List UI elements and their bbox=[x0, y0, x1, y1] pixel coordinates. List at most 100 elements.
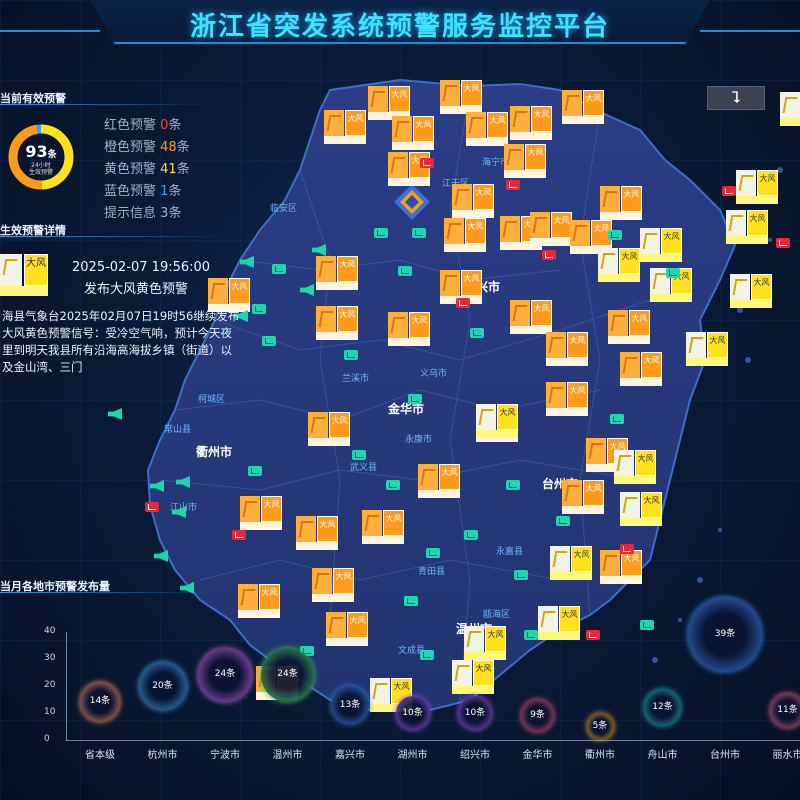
bubble-舟山市[interactable]: 12条 bbox=[644, 689, 681, 726]
bubble-湖州市[interactable]: 10条 bbox=[395, 696, 430, 730]
orange-warning-marker[interactable]: 大风 bbox=[452, 184, 494, 218]
yellow-warning-marker[interactable]: 大风 bbox=[780, 92, 800, 126]
red-alert-marker[interactable] bbox=[586, 630, 600, 640]
red-alert-marker[interactable] bbox=[456, 298, 470, 308]
green-alert-marker[interactable] bbox=[248, 466, 262, 476]
bubble-金华市[interactable]: 9条 bbox=[521, 699, 554, 732]
green-alert-marker[interactable] bbox=[344, 350, 358, 360]
orange-warning-marker[interactable]: 大风 bbox=[316, 256, 358, 290]
red-alert-marker[interactable] bbox=[506, 180, 520, 190]
y-tick-label: 0 bbox=[44, 734, 50, 744]
green-alert-marker[interactable] bbox=[470, 328, 484, 338]
orange-warning-marker[interactable]: 大风 bbox=[562, 90, 604, 124]
orange-warning-marker[interactable]: 大风 bbox=[208, 278, 250, 312]
orange-warning-marker[interactable]: 大风 bbox=[392, 116, 434, 150]
green-alert-marker[interactable] bbox=[300, 646, 314, 656]
orange-warning-marker[interactable]: 大风 bbox=[238, 584, 280, 618]
yellow-warning-marker[interactable]: 大风 bbox=[736, 170, 778, 204]
bubble-省本级[interactable]: 14条 bbox=[80, 682, 120, 722]
red-alert-marker[interactable] bbox=[620, 544, 634, 554]
red-alert-marker[interactable] bbox=[722, 186, 736, 196]
green-alert-marker[interactable] bbox=[506, 480, 520, 490]
green-alert-marker[interactable] bbox=[374, 228, 388, 238]
bubble-绍兴市[interactable]: 10条 bbox=[458, 696, 492, 730]
green-alert-marker[interactable] bbox=[272, 264, 286, 274]
orange-warning-marker[interactable]: 大风 bbox=[312, 568, 354, 602]
orange-warning-marker[interactable]: 大风 bbox=[240, 496, 282, 530]
orange-warning-marker[interactable]: 大风 bbox=[600, 550, 642, 584]
orange-warning-marker[interactable]: 大风 bbox=[510, 300, 552, 334]
yellow-warning-marker[interactable]: 大风 bbox=[640, 228, 682, 262]
green-alert-marker[interactable] bbox=[404, 596, 418, 606]
orange-warning-marker[interactable]: 大风 bbox=[466, 112, 508, 146]
green-alert-marker[interactable] bbox=[386, 480, 400, 490]
orange-warning-marker[interactable]: 大风 bbox=[296, 516, 338, 550]
orange-warning-marker[interactable]: 大风 bbox=[368, 86, 410, 120]
bubble-衢州市[interactable]: 5条 bbox=[586, 713, 614, 740]
orange-warning-marker[interactable]: 大风 bbox=[608, 310, 650, 344]
red-alert-marker[interactable] bbox=[420, 158, 434, 168]
green-alert-marker[interactable] bbox=[464, 530, 478, 540]
green-alert-marker[interactable] bbox=[262, 336, 276, 346]
bubble-温州市[interactable]: 24条 bbox=[260, 648, 315, 702]
orange-warning-marker[interactable]: 大风 bbox=[440, 80, 482, 114]
yellow-warning-marker[interactable]: 大风 bbox=[452, 660, 494, 694]
green-alert-marker[interactable] bbox=[420, 650, 434, 660]
red-alert-marker[interactable] bbox=[542, 250, 556, 260]
yellow-warning-marker[interactable]: 大风 bbox=[538, 606, 580, 640]
zhejiang-map[interactable]: 临安区 海宁市 江干区 兰溪市 义乌市 永康市 武义县 常山县 柯城区 江山市 … bbox=[0, 60, 800, 760]
green-alert-marker[interactable] bbox=[426, 548, 440, 558]
green-alert-marker[interactable] bbox=[408, 394, 422, 404]
orange-warning-marker[interactable]: 大风 bbox=[546, 332, 588, 366]
green-alert-marker[interactable] bbox=[412, 228, 426, 238]
green-alert-marker[interactable] bbox=[524, 630, 538, 640]
green-alert-marker[interactable] bbox=[352, 450, 366, 460]
yellow-warning-marker[interactable]: 大风 bbox=[598, 248, 640, 282]
wind-warning-icon[interactable]: 大风 bbox=[0, 254, 48, 296]
provincial-logo-icon[interactable] bbox=[392, 182, 432, 222]
orange-warning-marker[interactable]: 大风 bbox=[316, 306, 358, 340]
bubble-宁波市[interactable]: 24条 bbox=[198, 648, 252, 702]
red-alert-marker[interactable] bbox=[145, 502, 159, 512]
orange-warning-marker[interactable]: 大风 bbox=[546, 382, 588, 416]
yellow-warning-marker[interactable]: 大风 bbox=[726, 210, 768, 244]
orange-warning-marker[interactable]: 大风 bbox=[600, 186, 642, 220]
orange-warning-marker[interactable]: 大风 bbox=[530, 212, 572, 246]
red-alert-marker[interactable] bbox=[232, 530, 246, 540]
city-main-quzhou: 衢州市 bbox=[196, 445, 233, 459]
yellow-warning-marker[interactable]: 大风 bbox=[476, 404, 518, 438]
orange-warning-marker[interactable]: 大风 bbox=[504, 144, 546, 178]
orange-warning-marker[interactable]: 大风 bbox=[562, 480, 604, 514]
green-alert-marker[interactable] bbox=[640, 620, 654, 630]
yellow-warning-marker[interactable]: 大风 bbox=[550, 546, 592, 580]
green-alert-marker[interactable] bbox=[610, 414, 624, 424]
green-alert-marker[interactable] bbox=[514, 570, 528, 580]
red-alert-marker[interactable] bbox=[776, 238, 790, 248]
orange-warning-marker[interactable]: 大风 bbox=[620, 352, 662, 386]
orange-warning-marker[interactable]: 大风 bbox=[510, 106, 552, 140]
yellow-warning-marker[interactable]: 大风 bbox=[730, 274, 772, 308]
yellow-warning-marker[interactable]: 大风 bbox=[464, 626, 506, 660]
bubble-台州市[interactable]: 39条 bbox=[687, 597, 763, 672]
bubble-丽水市[interactable]: 11条 bbox=[769, 692, 800, 728]
orange-warning-marker[interactable]: 大风 bbox=[388, 312, 430, 346]
bubble-嘉兴市[interactable]: 13条 bbox=[330, 685, 370, 724]
orange-warning-marker[interactable]: 大风 bbox=[418, 464, 460, 498]
green-alert-marker[interactable] bbox=[398, 266, 412, 276]
orange-warning-marker[interactable]: 大风 bbox=[362, 510, 404, 544]
orange-warning-marker[interactable]: 大风 bbox=[308, 412, 350, 446]
orange-warning-marker[interactable]: 大风 bbox=[324, 110, 366, 144]
green-alert-marker[interactable] bbox=[252, 304, 266, 314]
yellow-warning-marker[interactable]: 大风 bbox=[620, 492, 662, 526]
green-alert-marker[interactable] bbox=[666, 268, 680, 278]
green-alert-marker[interactable] bbox=[556, 516, 570, 526]
yellow-warning-marker[interactable]: 大风 bbox=[686, 332, 728, 366]
collapse-button[interactable]: ⮧ bbox=[707, 86, 765, 110]
green-alert-marker[interactable] bbox=[608, 230, 622, 240]
orange-warning-marker[interactable]: 大风 bbox=[444, 218, 486, 252]
yellow-warning-marker[interactable]: 大风 bbox=[614, 450, 656, 484]
bubble-杭州市[interactable]: 20条 bbox=[138, 662, 187, 710]
orange-warning-marker[interactable]: 大风 bbox=[570, 220, 612, 254]
orange-warning-marker[interactable]: 大风 bbox=[326, 612, 368, 646]
header: 浙江省突发系统预警服务监控平台 bbox=[0, 0, 800, 48]
